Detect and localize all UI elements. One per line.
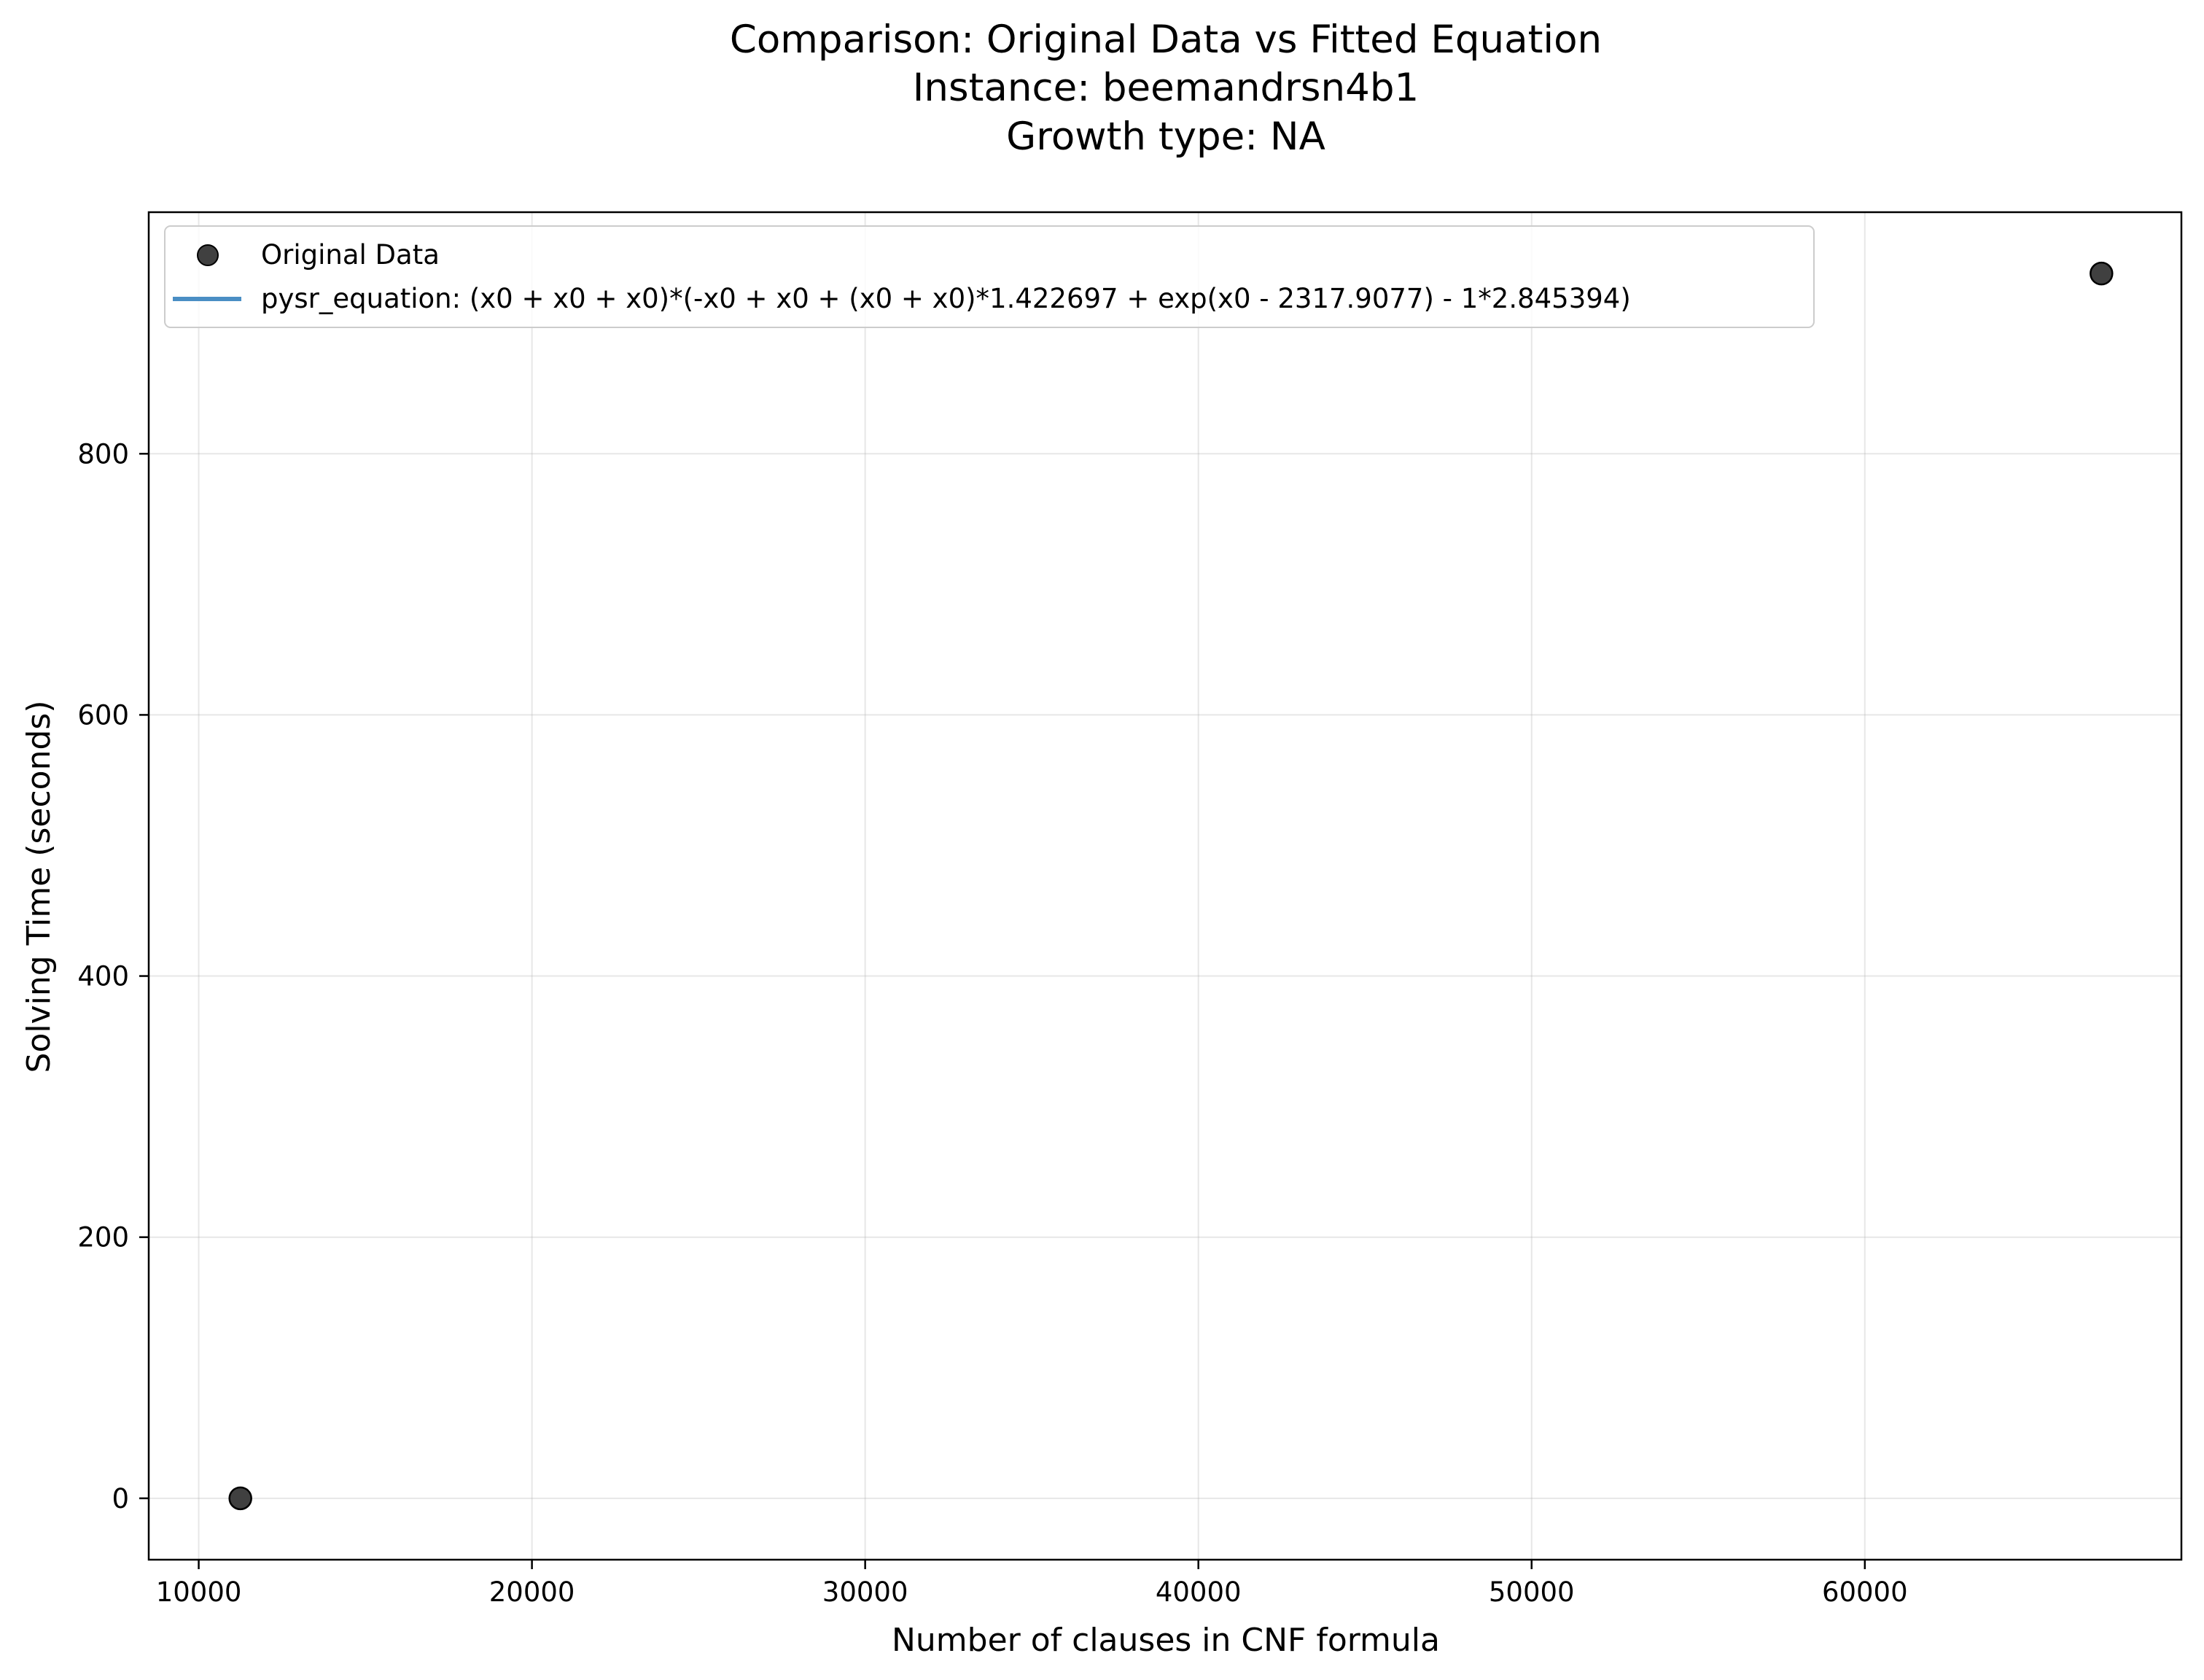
legend-box (164, 225, 1815, 328)
chart-title-line-1: Comparison: Original Data vs Fitted Equa… (730, 18, 1602, 62)
legend: Original Data pysr_equation: (x0 + x0 + … (164, 225, 1815, 328)
data-points (228, 261, 2114, 1511)
y-tick-label: 200 (77, 1222, 129, 1253)
y-axis-label: Solving Time (seconds) (20, 701, 58, 1073)
y-tick-label: 800 (77, 438, 129, 470)
data-point (2090, 261, 2114, 286)
chart-title-line-3: Growth type: NA (1006, 114, 1325, 159)
chart-title-line-2: Instance: beemandrsn4b1 (913, 66, 1419, 110)
x-tick-label: 20000 (489, 1576, 575, 1608)
legend-marker-original-data (197, 244, 219, 266)
y-tick-label: 600 (77, 699, 129, 731)
grid (149, 212, 2181, 1560)
x-axis-label: Number of clauses in CNF formula (892, 1622, 1440, 1659)
data-point (228, 1486, 252, 1511)
x-tick-label: 60000 (1822, 1576, 1908, 1608)
x-tick-label: 30000 (822, 1576, 908, 1608)
x-tick-label: 40000 (1156, 1576, 1242, 1608)
legend-label-pysr-equation: pysr_equation: (x0 + x0 + x0)*(-x0 + x0 … (261, 283, 1631, 314)
axis-ticks: 10000 20000 30000 40000 50000 60000 0 200 400 600… (77, 438, 1907, 1608)
legend-label-original-data: Original Data (261, 239, 440, 271)
x-tick-label: 50000 (1489, 1576, 1575, 1608)
y-tick-label: 400 (77, 961, 129, 992)
plot-area-frame (147, 211, 2183, 1561)
y-tick-label: 0 (112, 1483, 129, 1514)
chart-title: Comparison: Original Data vs Fitted Equa… (730, 18, 1602, 159)
x-tick-label: 10000 (156, 1576, 242, 1608)
